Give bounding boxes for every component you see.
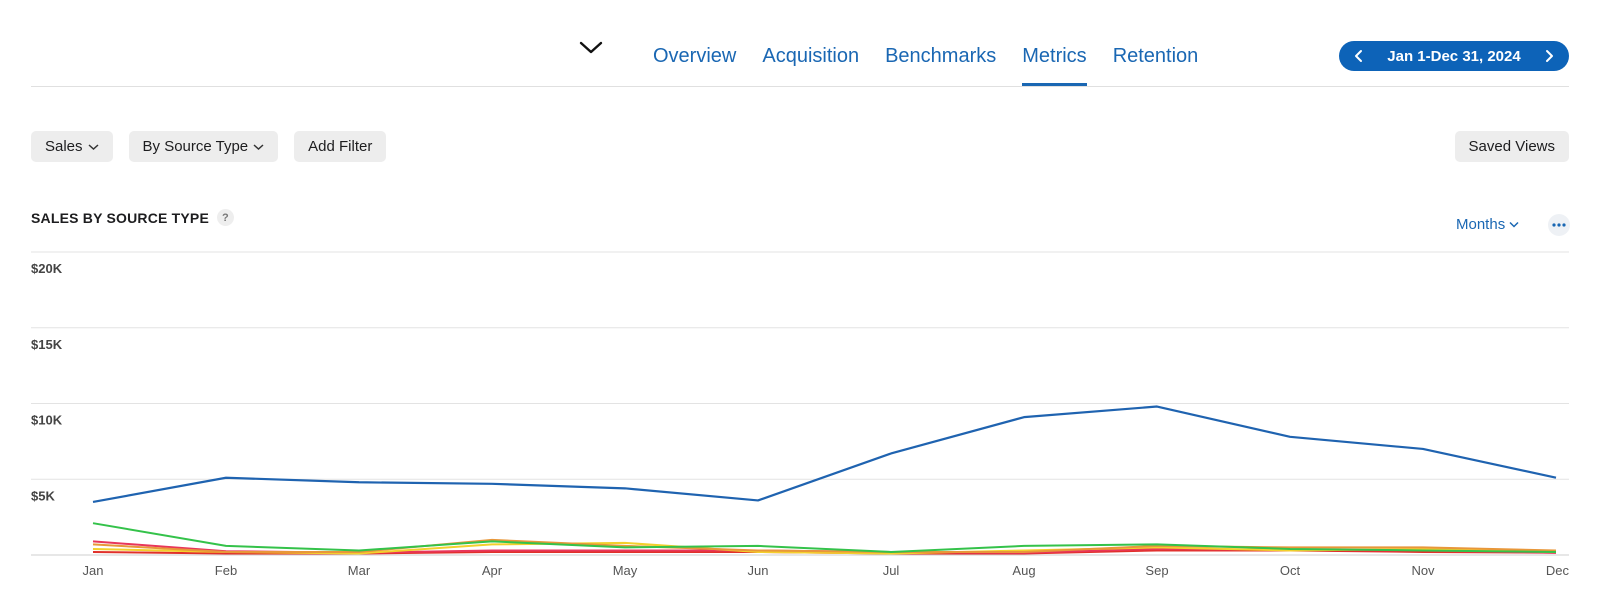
series-line <box>92 405 1557 504</box>
period-dropdown-label: Months <box>1456 216 1506 233</box>
saved-views-button[interactable]: Saved Views <box>1454 131 1569 162</box>
x-tick-label: Sep <box>1145 563 1168 578</box>
tab-acquisition[interactable]: Acquisition <box>762 45 860 67</box>
chevron-left-icon[interactable] <box>1349 44 1369 68</box>
y-tick-label: $10K <box>31 413 63 428</box>
chart-header: SALES BY SOURCE TYPE ? <box>31 209 235 226</box>
tab-metrics[interactable]: Metrics <box>1022 42 1088 86</box>
add-filter-button[interactable]: Add Filter <box>294 131 387 162</box>
y-tick-label: $20K <box>31 261 63 276</box>
series-line <box>92 541 1557 555</box>
x-tick-label: Jul <box>883 563 900 578</box>
date-range-picker: Jan 1-Dec 31, 2024 <box>1339 41 1569 71</box>
group-by-dropdown-label: By Source Type <box>142 138 249 155</box>
x-tick-label: Jan <box>83 563 104 578</box>
more-options-icon[interactable] <box>1548 214 1570 236</box>
y-tick-label: $5K <box>31 488 55 503</box>
y-tick-label: $15K <box>31 337 63 352</box>
chevron-down-icon <box>88 143 99 150</box>
chevron-down-icon <box>1509 221 1519 228</box>
help-icon[interactable]: ? <box>217 209 235 226</box>
x-tick-label: Aug <box>1012 563 1035 578</box>
chevron-down-icon <box>253 143 264 150</box>
series-line <box>92 538 1557 553</box>
group-by-dropdown[interactable]: By Source Type <box>128 131 279 162</box>
x-tick-label: May <box>613 563 638 578</box>
x-tick-label: Dec <box>1546 563 1570 578</box>
metric-dropdown[interactable]: Sales <box>31 131 113 162</box>
x-tick-label: Apr <box>482 563 503 578</box>
x-tick-label: Mar <box>348 563 371 578</box>
tab-benchmarks[interactable]: Benchmarks <box>885 45 997 67</box>
tab-overview[interactable]: Overview <box>653 45 737 67</box>
x-tick-label: Nov <box>1411 563 1435 578</box>
chevron-right-icon[interactable] <box>1539 44 1559 68</box>
x-tick-label: Feb <box>215 563 237 578</box>
tab-retention[interactable]: Retention <box>1112 45 1199 67</box>
chart-title: SALES BY SOURCE TYPE <box>31 209 210 226</box>
tab-bar: Overview Acquisition Benchmarks Metrics … <box>653 42 1198 86</box>
chevron-down-icon[interactable] <box>578 38 604 58</box>
period-dropdown[interactable]: Months <box>1456 216 1519 233</box>
top-navigation: Overview Acquisition Benchmarks Metrics … <box>0 0 1600 88</box>
header-divider <box>31 86 1569 87</box>
x-tick-label: Jun <box>748 563 769 578</box>
date-range-label[interactable]: Jan 1-Dec 31, 2024 <box>1387 47 1521 65</box>
filter-bar: Sales By Source Type Add Filter <box>31 131 387 162</box>
metric-dropdown-label: Sales <box>45 138 83 155</box>
series-line <box>92 522 1557 553</box>
x-tick-label: Oct <box>1280 563 1301 578</box>
